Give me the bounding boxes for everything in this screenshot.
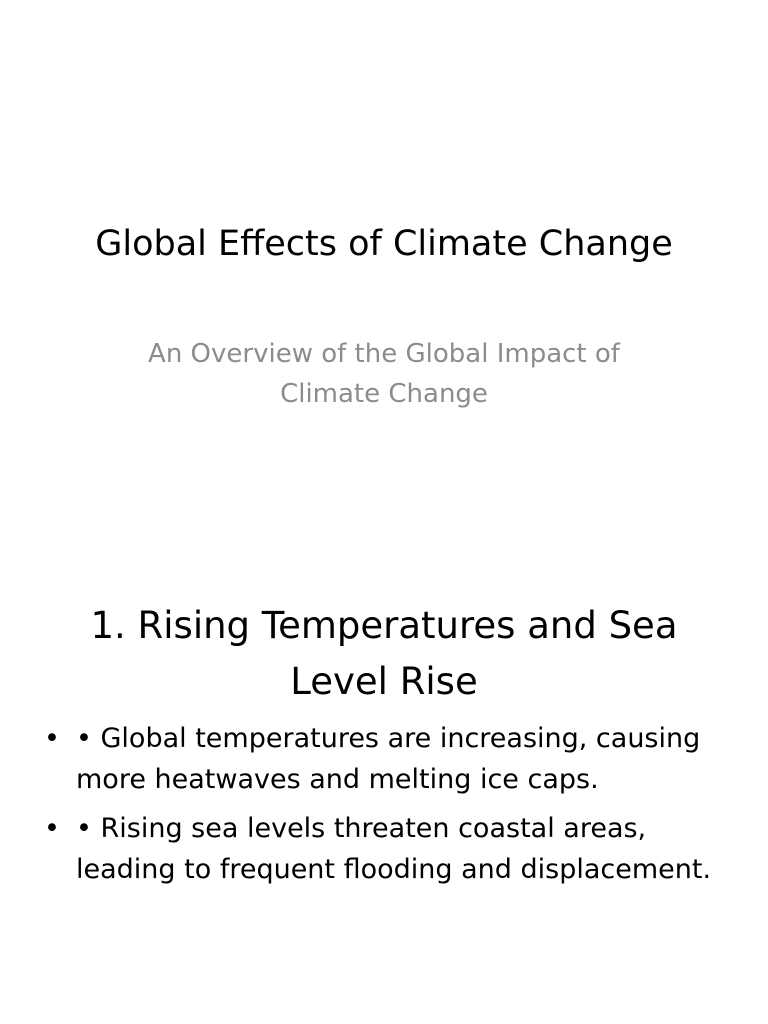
section-title: 1. Rising Temperatures and Sea Level Ris…: [90, 604, 678, 703]
bullet-icon: •: [44, 813, 60, 844]
bullet-text: • Global temperatures are increasing, ca…: [76, 723, 701, 795]
bullet-icon: •: [44, 723, 60, 754]
slide-subtitle: An Overview of the Global Impact of Clim…: [148, 339, 620, 409]
slide-title: Global Effects of Climate Change: [95, 224, 673, 264]
bullet-text: • Rising sea levels threaten coastal are…: [76, 813, 712, 885]
content-slide: 1. Rising Temperatures and Sea Level Ris…: [0, 512, 768, 1024]
bullet-list: • • Global temperatures are increasing, …: [44, 718, 724, 898]
title-slide: Global Effects of Climate Change An Over…: [95, 224, 673, 409]
bullet-item: • • Global temperatures are increasing, …: [44, 718, 724, 800]
bullet-item: • • Rising sea levels threaten coastal a…: [44, 808, 724, 890]
